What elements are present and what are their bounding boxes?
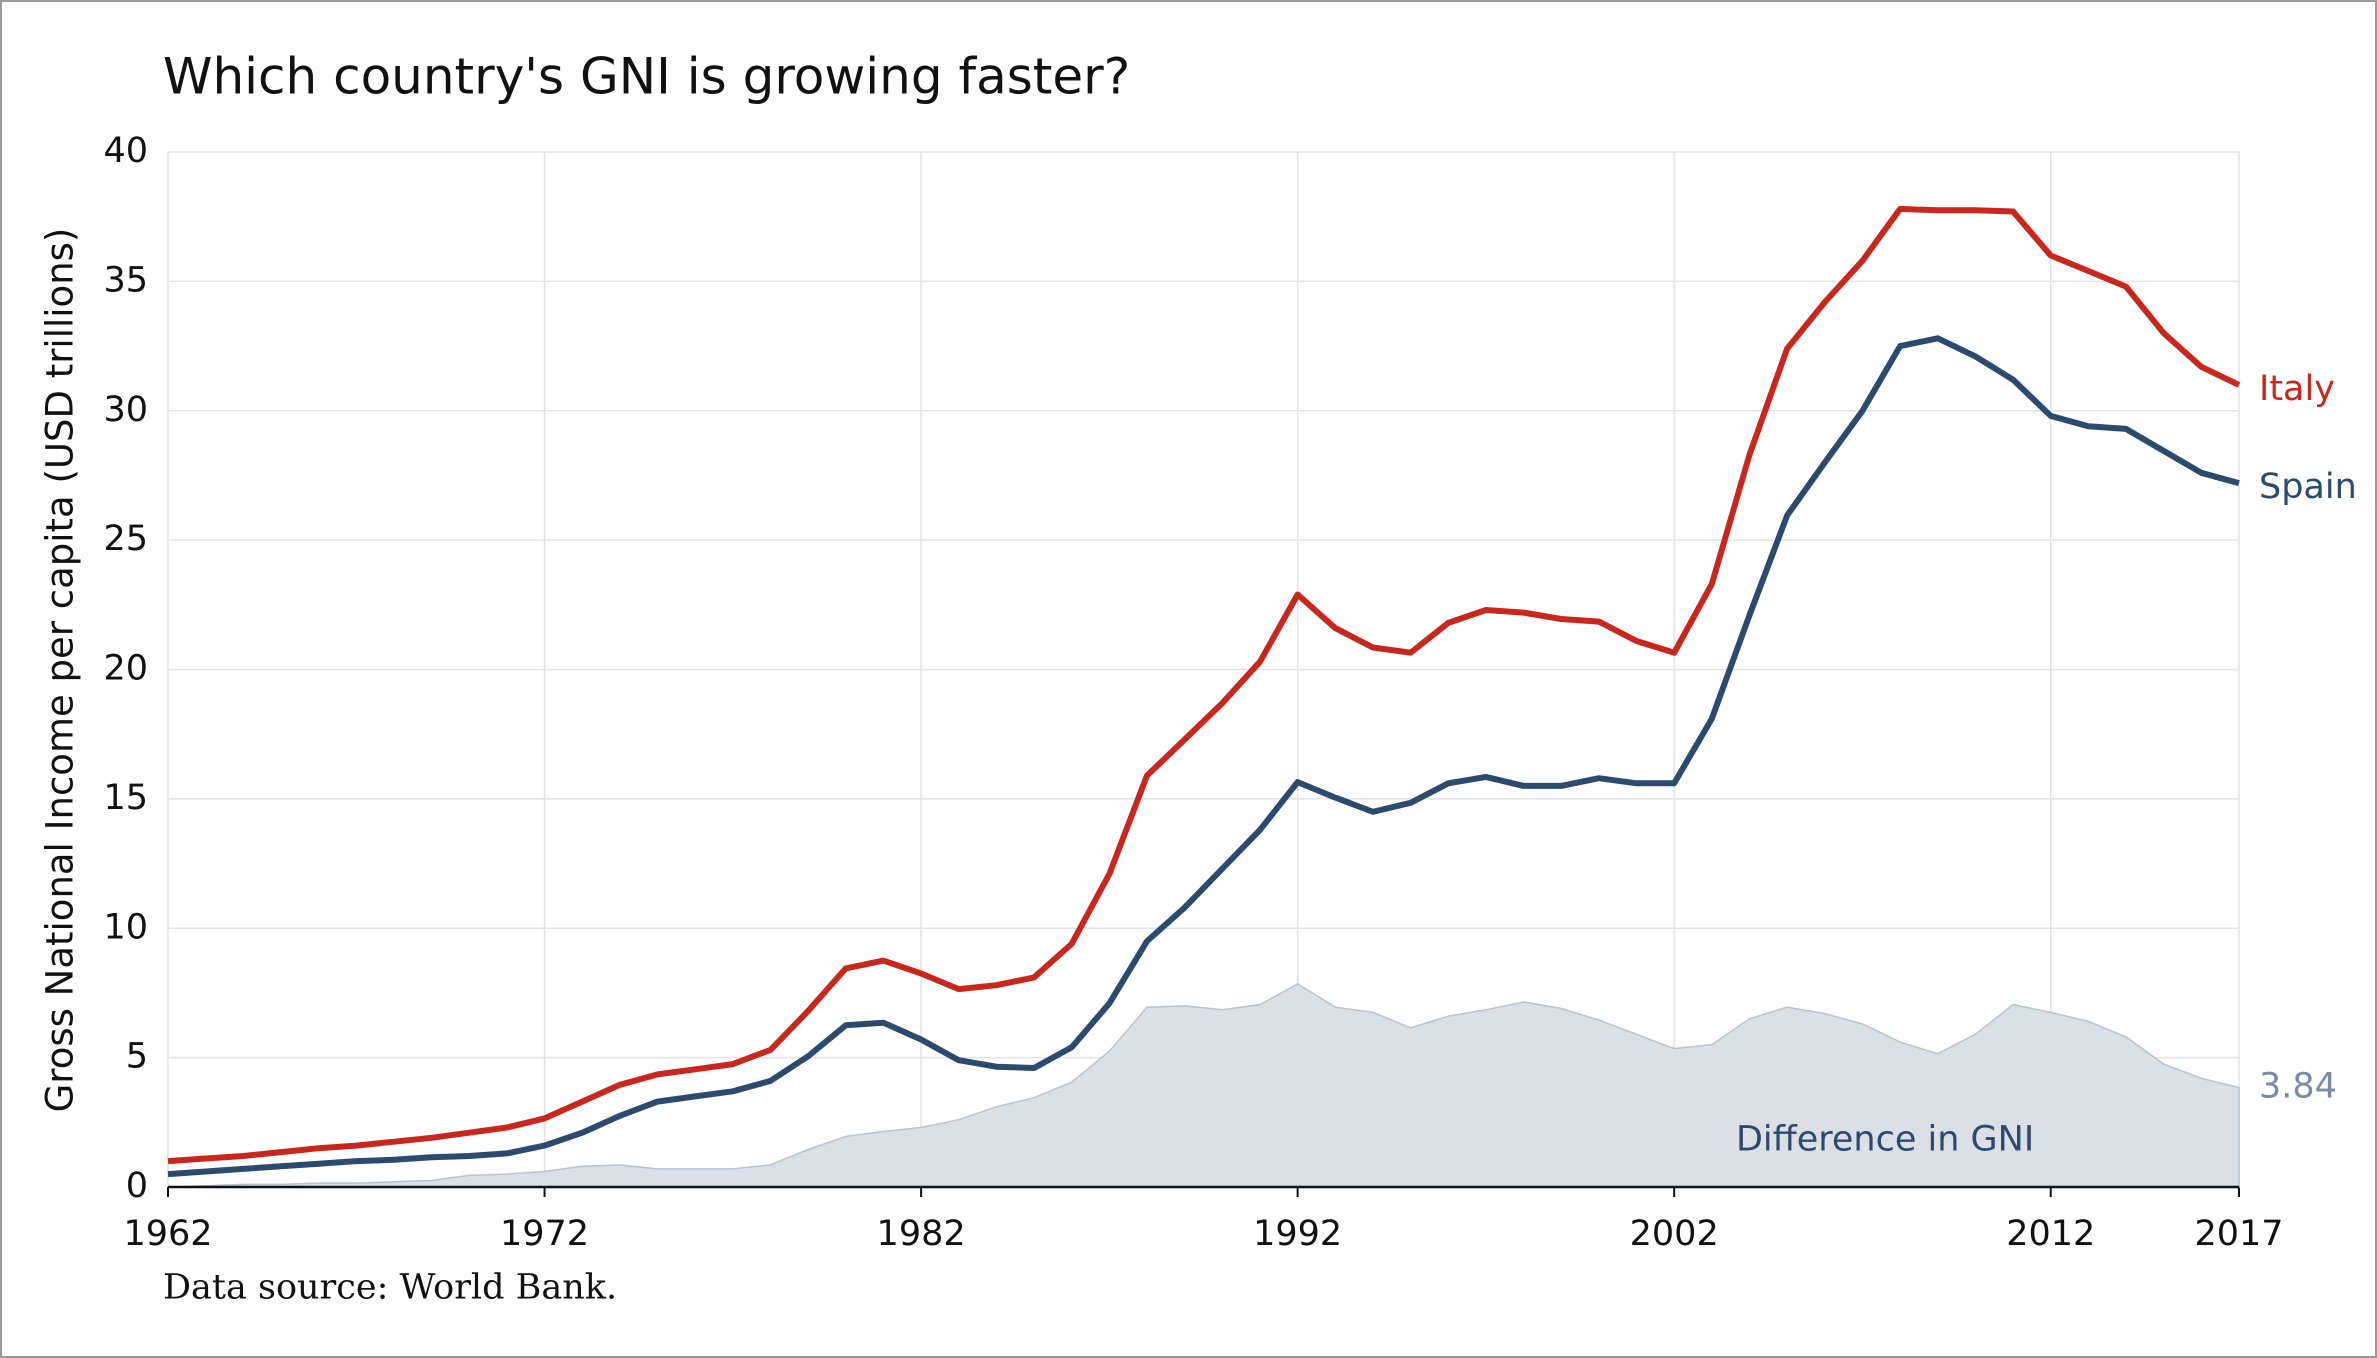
source-note: Data source: World Bank. — [163, 1268, 617, 1308]
y-tick-label: 0 — [126, 1166, 148, 1206]
x-tick-label: 1972 — [500, 1214, 589, 1254]
end-value-label: 3.84 — [2259, 1067, 2337, 1107]
y-tick-label: 30 — [103, 390, 148, 430]
series-label: Italy — [2259, 369, 2335, 409]
y-tick-label: 35 — [103, 260, 148, 300]
y-tick-label: 40 — [103, 131, 148, 171]
area-label: Difference in GNI — [1736, 1119, 2034, 1159]
series-line — [167, 205, 2241, 1165]
y-axis-label: Gross National Income per capita (USD tr… — [39, 228, 82, 1113]
y-tick-label: 10 — [103, 907, 148, 947]
y-tick-label: 15 — [103, 778, 148, 818]
x-tick-label: 2012 — [2006, 1214, 2095, 1254]
x-tick-label: 2002 — [1630, 1214, 1719, 1254]
y-tick-label: 5 — [126, 1037, 148, 1077]
y-tick-label: 20 — [103, 649, 148, 689]
x-tick-label: 2017 — [2194, 1214, 2283, 1254]
chart-title: Which country's GNI is growing faster? — [163, 48, 1130, 106]
series-line — [167, 335, 2240, 1178]
series-label: Spain — [2259, 467, 2357, 507]
y-tick-label: 25 — [103, 519, 148, 559]
difference-area — [167, 983, 2240, 1188]
x-tick-label: 1992 — [1253, 1214, 1342, 1254]
x-tick-label: 1982 — [877, 1214, 966, 1254]
x-tick-label: 1962 — [123, 1214, 212, 1254]
